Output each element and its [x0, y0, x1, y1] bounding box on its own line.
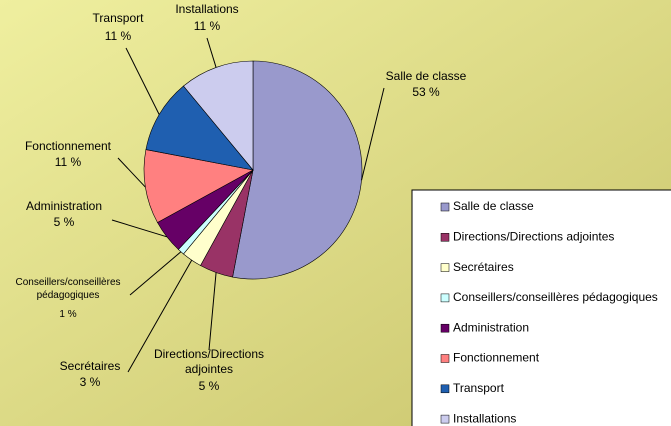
slice-label: Conseillers/conseillères pédagogiques: [15, 277, 120, 301]
slice-value-label: 5 %: [54, 215, 75, 229]
legend-swatch: [440, 384, 450, 394]
legend-label: Conseillers/conseillères pédagogiques: [453, 290, 658, 304]
slice-value-label: 1 %: [59, 309, 76, 320]
legend-label: Transport: [453, 381, 505, 395]
slice-label: Fonctionnement: [25, 139, 112, 153]
slice-value-label: 3 %: [80, 375, 101, 389]
leader-line: [117, 157, 146, 188]
slice-value-label: 5 %: [199, 379, 220, 393]
slice-label: Secrétaires: [60, 359, 121, 373]
legend-swatch: [440, 414, 450, 424]
legend-box: [411, 189, 671, 426]
slice-value-label: 11 %: [194, 19, 221, 33]
leader-line: [129, 251, 182, 296]
legend-swatch: [440, 354, 450, 363]
slice-value-label: 11 %: [105, 29, 132, 43]
leader-line: [208, 272, 217, 351]
slice-value-label: 11 %: [55, 155, 82, 169]
slice-label: Directions/Directions adjointes: [154, 347, 264, 376]
slice-value-label: 53 %: [412, 85, 440, 99]
leader-line: [111, 219, 168, 238]
slice-label: Administration: [26, 199, 102, 213]
legend-label: Fonctionnement: [453, 351, 540, 365]
slice-label: Transport: [93, 11, 145, 25]
legend-label: Directions/Directions adjointes: [453, 229, 614, 243]
pie-slice: [183, 60, 254, 171]
legend-label: Administration: [453, 320, 529, 334]
leader-line: [361, 87, 385, 181]
legend-swatch: [440, 202, 450, 212]
pie-slice: [143, 149, 254, 223]
legend-swatch: [440, 263, 450, 272]
legend-swatch: [440, 293, 450, 303]
legend-swatch: [440, 233, 450, 242]
legend-label: Salle de classe: [453, 199, 534, 213]
leader-line: [206, 37, 217, 68]
legend-label: Secrétaires: [453, 260, 514, 274]
pie-slice: [145, 85, 254, 171]
slice-label: Salle de classe: [386, 69, 467, 83]
legend-label: Installations: [453, 411, 516, 425]
leader-line: [127, 259, 193, 373]
slice-label: Installations: [175, 2, 238, 16]
leader-line: [125, 47, 160, 115]
legend-swatch: [440, 323, 450, 333]
